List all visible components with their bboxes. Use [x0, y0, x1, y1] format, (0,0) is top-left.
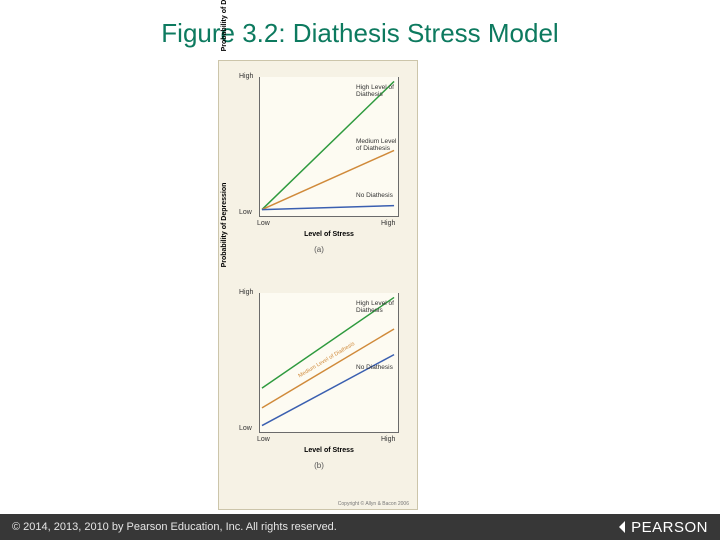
line-label-none-a: No Diathesis [356, 193, 400, 200]
y-axis-label-b: Probability of Depression [221, 155, 228, 295]
panel-sublabel-b: (b) [225, 461, 413, 470]
page-title: Figure 3.2: Diathesis Stress Model [0, 18, 720, 49]
figure-container: Probability of Depression High Low High … [218, 60, 418, 510]
footer-bar: © 2014, 2013, 2010 by Pearson Education,… [0, 514, 720, 540]
line-label-high-b: High Level of Diathesis [356, 301, 400, 315]
copyright-text: © 2014, 2013, 2010 by Pearson Education,… [12, 521, 337, 533]
line-label-med-a: Medium Level of Diathesis [356, 139, 400, 153]
ytick-low-b: Low [239, 425, 252, 432]
plot-a: High Level of Diathesis Medium Level of … [259, 77, 399, 217]
ytick-high-a: High [239, 73, 253, 80]
figure-copyright: Copyright © Allyn & Bacon 2006 [338, 501, 409, 507]
xtick-high-b: High [381, 436, 395, 443]
logo-text: PEARSON [631, 519, 708, 536]
x-axis-label-a: Level of Stress [259, 231, 399, 238]
xtick-high-a: High [381, 220, 395, 227]
panel-a: Probability of Depression High Low High … [225, 67, 413, 267]
panel-b: Probability of Depression High Low High … [225, 283, 413, 483]
ytick-low-a: Low [239, 209, 252, 216]
xtick-low-a: Low [257, 220, 270, 227]
xtick-low-b: Low [257, 436, 270, 443]
line-label-high-a: High Level of Diathesis [356, 85, 400, 99]
plot-b: High Level of Diathesis Medium Level of … [259, 293, 399, 433]
line-label-none-b: No Diathesis [356, 365, 400, 372]
x-axis-label-b: Level of Stress [259, 447, 399, 454]
logo-triangle-icon [619, 521, 625, 533]
pearson-logo: PEARSON [619, 519, 708, 536]
y-axis-label-a: Probability of Depression [221, 0, 228, 79]
panel-sublabel-a: (a) [225, 245, 413, 254]
ytick-high-b: High [239, 289, 253, 296]
